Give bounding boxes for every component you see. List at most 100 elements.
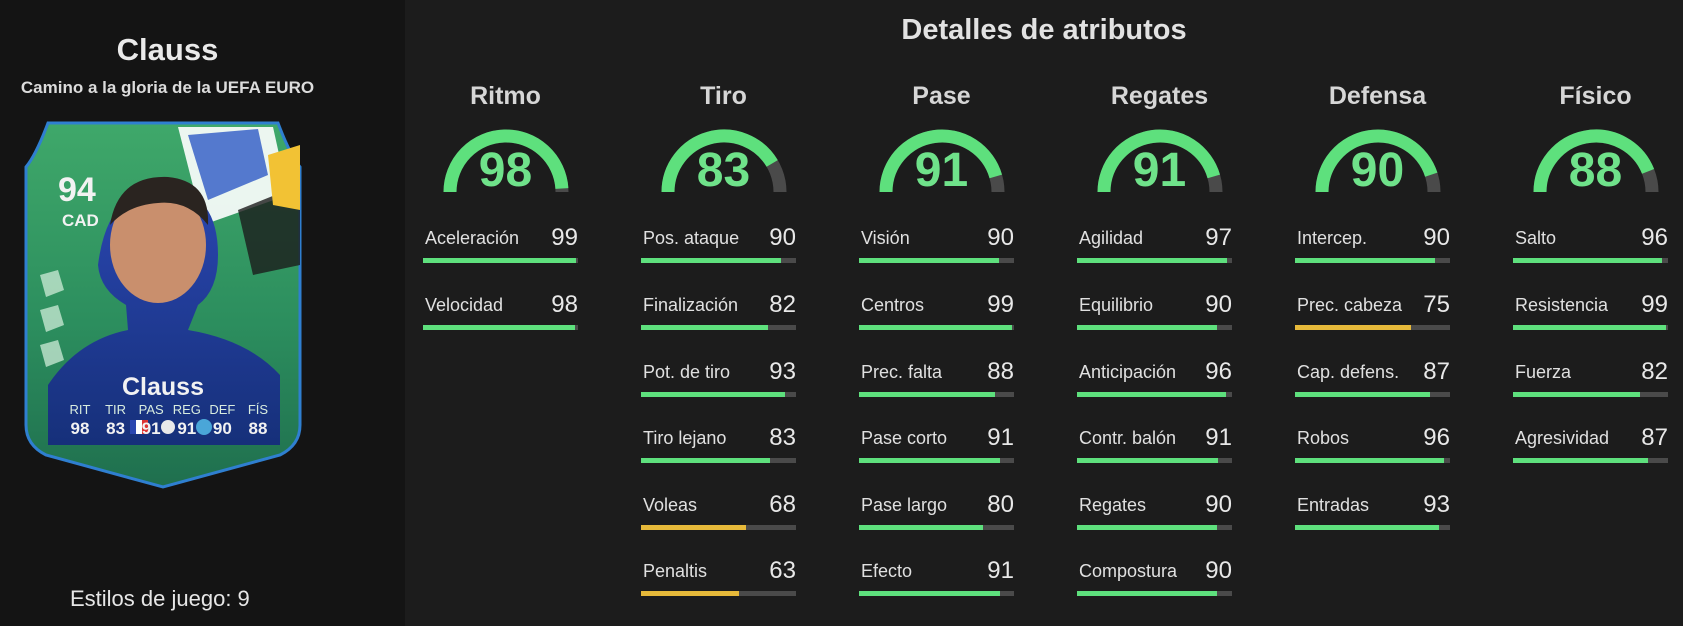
attribute-name: Prec. falta [861, 362, 943, 382]
attribute-row[interactable]: Agresividad 87 [1513, 424, 1668, 468]
attribute-row[interactable]: Finalización 82 [641, 291, 796, 335]
attribute-value: 87 [1423, 358, 1450, 385]
attribute-bar-fill [423, 258, 577, 263]
attribute-name: Agresividad [1515, 428, 1610, 448]
card-stats: RIT 98 TIR 83 PAS 91 REG 91 DEF 90 FÍS 88 [64, 402, 274, 439]
card-stat: RIT 98 [64, 402, 96, 439]
attribute-row[interactable]: Entradas 93 [1295, 491, 1450, 535]
attribute-value: 96 [1205, 358, 1232, 385]
attribute-row[interactable]: Resistencia 99 [1513, 291, 1668, 335]
attribute-row[interactable]: Intercep. 90 [1295, 224, 1450, 268]
attribute-row[interactable]: Efecto 91 [859, 557, 1014, 601]
attribute-row[interactable]: Pot. de tiro 93 [641, 358, 796, 402]
attribute-value: 87 [1641, 424, 1668, 451]
card-stat-label: DEF [209, 402, 236, 417]
attribute-value: 80 [987, 491, 1014, 518]
category-value: 90 [1350, 144, 1405, 197]
attribute-row[interactable]: Cap. defens. 87 [1295, 358, 1450, 402]
gauge-fill [1315, 129, 1438, 193]
attribute-value: 75 [1423, 291, 1450, 318]
attribute-bar [859, 392, 1014, 397]
attribute-bar [1077, 325, 1232, 330]
attribute-name: Anticipación [1079, 362, 1177, 382]
attribute-row[interactable]: Pos. ataque 90 [641, 224, 796, 268]
attribute-value: 68 [769, 491, 796, 518]
attribute-row[interactable]: Visión 90 [859, 224, 1014, 268]
card-stat: PAS 91 [135, 402, 167, 439]
attribute-row[interactable]: Compostura 90 [1077, 557, 1232, 601]
attribute-name: Aceleración [425, 228, 520, 248]
attribute-name: Compostura [1079, 561, 1178, 581]
card-stat: DEF 90 [206, 402, 238, 439]
attribute-name: Intercep. [1297, 228, 1368, 248]
attribute-row[interactable]: Velocidad 98 [423, 291, 578, 335]
attribute-bar [641, 525, 796, 530]
attribute-bar [641, 392, 796, 397]
attribute-name: Visión [861, 228, 910, 248]
attribute-row[interactable]: Prec. cabeza 75 [1295, 291, 1450, 335]
attribute-row[interactable]: Voleas 68 [641, 491, 796, 535]
card-stat: REG 91 [171, 402, 203, 439]
player-name: Clauss [116, 32, 219, 67]
attribute-value: 90 [1205, 557, 1232, 584]
attribute-value: 93 [769, 358, 796, 385]
category-name: Regates [1110, 82, 1209, 110]
attribute-name: Agilidad [1079, 228, 1144, 248]
card-stat-label: TIR [105, 402, 127, 417]
attribute-bar-fill [423, 325, 575, 330]
attribute-row[interactable]: Centros 99 [859, 291, 1014, 335]
player-panel: Clauss Camino a la gloria de la UEFA EUR… [0, 0, 405, 626]
attribute-value: 99 [987, 291, 1014, 318]
category-gauge [1533, 129, 1659, 193]
attribute-row[interactable]: Fuerza 82 [1513, 358, 1668, 402]
attribute-value: 90 [1205, 291, 1232, 318]
card-stat-label: REG [172, 402, 201, 417]
card-stat-value: 90 [212, 419, 232, 438]
attribute-row[interactable]: Equilibrio 90 [1077, 291, 1232, 335]
player-subtitle: Camino a la gloria de la UEFA EURO [20, 78, 315, 97]
attribute-bar [859, 325, 1014, 330]
attribute-bar [859, 258, 1014, 263]
category-name: Defensa [1328, 82, 1427, 110]
attribute-value: 99 [1641, 291, 1668, 318]
category-gauge [443, 129, 569, 193]
attribute-row[interactable]: Penaltis 63 [641, 557, 796, 601]
attribute-row[interactable]: Pase largo 80 [859, 491, 1014, 535]
category-value: 91 [914, 144, 969, 197]
attribute-bar [1077, 525, 1232, 530]
attribute-row[interactable]: Pase corto 91 [859, 424, 1014, 468]
attribute-value: 93 [1423, 491, 1450, 518]
attribute-name: Equilibrio [1079, 295, 1154, 315]
attribute-row[interactable]: Aceleración 99 [423, 224, 578, 268]
attribute-bar [641, 325, 796, 330]
attribute-row[interactable]: Salto 96 [1513, 224, 1668, 268]
attribute-row[interactable]: Regates 90 [1077, 491, 1232, 535]
attribute-value: 90 [1205, 491, 1232, 518]
attribute-bar [1295, 458, 1450, 463]
attribute-name: Pos. ataque [643, 228, 740, 248]
category-name: Físico [1559, 82, 1632, 110]
attribute-bar-fill [641, 258, 781, 263]
gauge-fill [1533, 129, 1655, 193]
player-card[interactable]: 94 CAD Clauss RIT 98 TIR 83 PAS 91 REG 91 DE… [18, 115, 308, 490]
card-rating: 94 [58, 171, 96, 209]
attribute-row[interactable]: Robos 96 [1295, 424, 1450, 468]
attribute-bar-fill [1295, 458, 1444, 463]
card-stat-label: PAS [138, 402, 164, 417]
attribute-bar [1295, 392, 1450, 397]
attribute-row[interactable]: Anticipación 96 [1077, 358, 1232, 402]
gauge-fill [661, 129, 778, 193]
attribute-bar-fill [859, 591, 1001, 596]
attribute-name: Tiro lejano [643, 428, 727, 448]
attribute-bar [1513, 258, 1668, 263]
category-gauge [1315, 129, 1441, 193]
attribute-row[interactable]: Agilidad 97 [1077, 224, 1232, 268]
category-value: 98 [478, 144, 533, 197]
attribute-value: 88 [987, 358, 1014, 385]
card-stat: TIR 83 [100, 402, 132, 439]
attribute-bar [641, 458, 796, 463]
attribute-row[interactable]: Prec. falta 88 [859, 358, 1014, 402]
attribute-row[interactable]: Contr. balón 91 [1077, 424, 1232, 468]
attribute-row[interactable]: Tiro lejano 83 [641, 424, 796, 468]
attribute-value: 83 [769, 424, 796, 451]
